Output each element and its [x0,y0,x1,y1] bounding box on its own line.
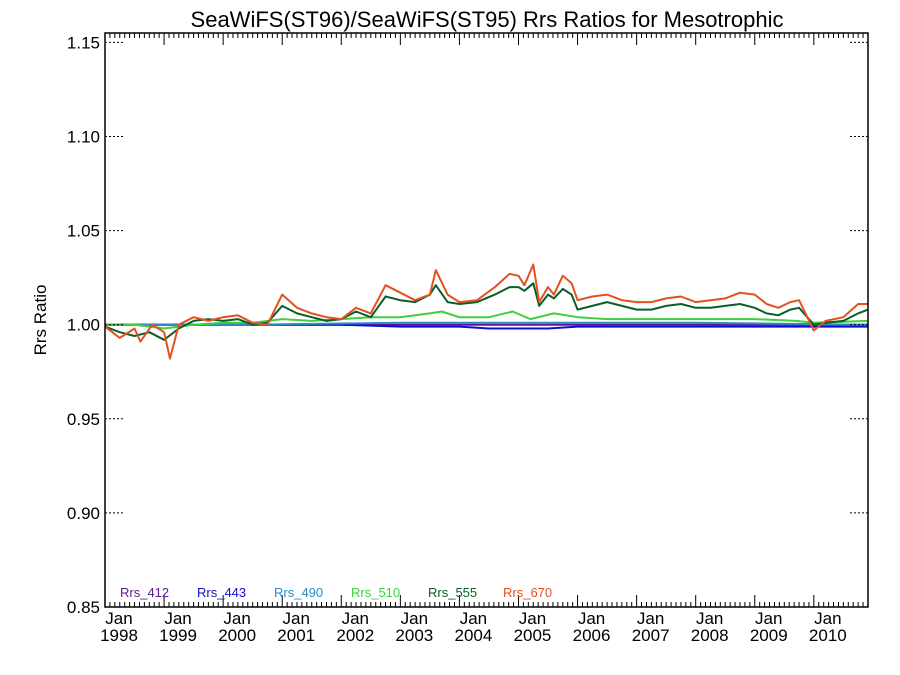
legend-item-rrs-443: Rrs_443 [197,585,246,600]
y-tick-label: 0.95 [67,410,100,429]
x-tick-label-year: 2010 [809,626,847,645]
legend-item-rrs-412: Rrs_412 [120,585,169,600]
x-tick-label-year: 2009 [750,626,788,645]
x-tick-label-month: Jan [696,609,723,628]
legend-item-rrs-510: Rrs_510 [351,585,400,600]
x-tick-label-month: Jan [755,609,782,628]
y-tick-label: 0.90 [67,504,100,523]
x-tick-label-year: 2003 [395,626,433,645]
series-line-rrs-443 [105,323,868,330]
series-line-rrs-555 [104,282,869,341]
plot-frame [104,32,869,608]
x-tick-label-month: Jan [401,609,428,628]
legend-item-rrs-490: Rrs_490 [274,585,323,600]
x-tick-label-month: Jan [342,609,369,628]
x-tick-label-month: Jan [164,609,191,628]
chart-title: SeaWiFS(ST96)/SeaWiFS(ST95) Rrs Ratios f… [191,7,784,32]
x-tick-label-year: 2005 [514,626,552,645]
x-tick-label-year: 1998 [100,626,138,645]
y-tick-label: 1.00 [67,316,100,335]
series-line-rrs-510 [105,310,869,330]
y-axis-label: Rrs Ratio [31,285,50,356]
legend: Rrs_412 Rrs_443 Rrs_490 Rrs_510 Rrs_555 Rrs_6… [120,585,552,600]
tick-layer: 0.850.900.951.001.051.101.15Jan1998Jan19… [67,33,869,645]
x-tick-label-month: Jan [223,609,250,628]
x-tick-label-month: Jan [637,609,664,628]
y-tick-label: 0.85 [67,598,100,617]
x-tick-label-month: Jan [814,609,841,628]
x-tick-label-year: 2007 [632,626,670,645]
series-line-rrs-490 [105,321,869,326]
x-tick-label-year: 2006 [573,626,611,645]
y-tick-label: 1.05 [67,222,100,241]
series-layer [104,263,869,360]
x-tick-label-year: 2002 [336,626,374,645]
x-tick-label-month: Jan [460,609,487,628]
x-tick-label-month: Jan [105,609,132,628]
x-tick-label-year: 2000 [218,626,256,645]
x-tick-label-month: Jan [519,609,546,628]
x-tick-label-year: 2001 [277,626,315,645]
x-tick-label-year: 2004 [455,626,493,645]
x-tick-label-month: Jan [578,609,605,628]
x-tick-label-year: 2008 [691,626,729,645]
x-tick-label-year: 1999 [159,626,197,645]
x-tick-label-month: Jan [282,609,309,628]
legend-item-rrs-555: Rrs_555 [428,585,477,600]
y-tick-label: 1.15 [67,33,100,52]
y-tick-label: 1.10 [67,128,100,147]
legend-item-rrs-670: Rrs_670 [503,585,552,600]
series-line-rrs-670 [104,263,868,360]
